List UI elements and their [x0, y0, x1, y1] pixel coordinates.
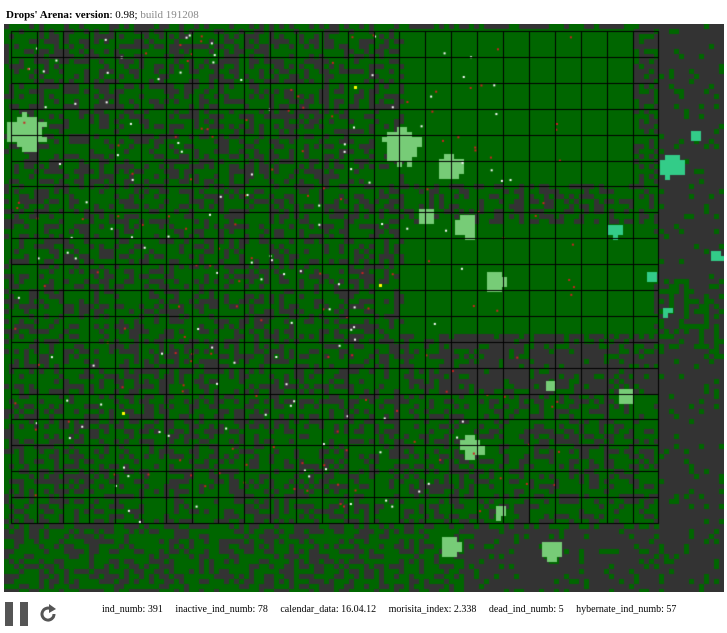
- app-name: Drops' Arena: version: [6, 9, 110, 21]
- version-value: : 0.98;: [109, 9, 138, 21]
- stat-calendar-data: calendar_data: 16.04.12: [280, 604, 377, 615]
- control-bar: ind_numb: 391 inactive_ind_numb: 78 cale…: [0, 598, 727, 633]
- reload-icon: [40, 604, 56, 622]
- reload-button[interactable]: [37, 603, 59, 625]
- arena-canvas[interactable]: [4, 24, 724, 592]
- pause-button[interactable]: [5, 602, 29, 626]
- stat-ind-numb: ind_numb: 391: [102, 604, 163, 615]
- simulation-map[interactable]: [4, 24, 724, 592]
- stat-dead-ind-numb: dead_ind_numb: 5: [488, 604, 564, 615]
- stat-morisita-index: morisita_index: 2.338: [388, 604, 477, 615]
- stat-inactive-ind-numb: inactive_ind_numb: 78: [175, 604, 268, 615]
- stats-bar: ind_numb: 391 inactive_ind_numb: 78 cale…: [102, 604, 686, 615]
- build-label: build 191208: [140, 9, 199, 21]
- app-title: Drops' Arena: version: 0.98; build 19120…: [6, 9, 199, 21]
- stat-hybernate-ind-numb: hybernate_ind_numb: 57: [576, 604, 677, 615]
